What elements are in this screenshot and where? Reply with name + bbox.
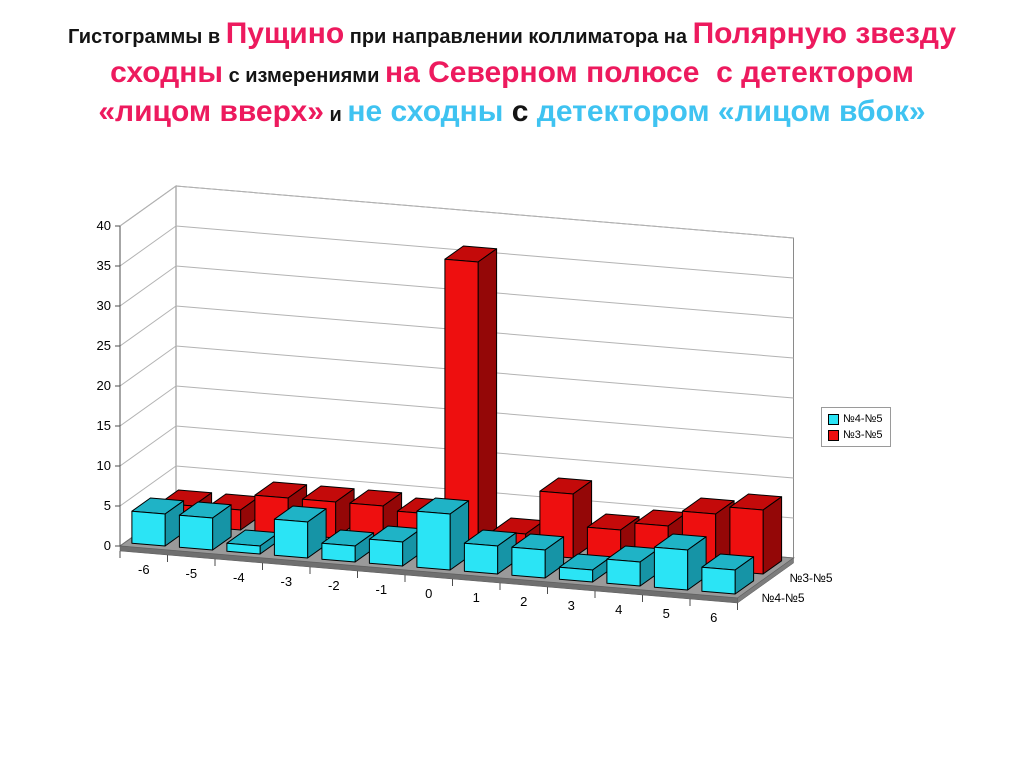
category-label: 1 (473, 590, 480, 605)
title-segment: Полярную звезду сходны (110, 17, 965, 89)
gridline (119, 465, 177, 507)
value-tick-label: 5 (104, 498, 111, 513)
bar (273, 505, 327, 559)
category-label: 4 (615, 602, 622, 617)
bar (463, 529, 517, 575)
value-tick-label: 15 (97, 418, 111, 433)
bar (368, 525, 422, 567)
category-label: -4 (233, 570, 245, 585)
title-segment: детектором «лицом вбок» (536, 95, 926, 128)
bar (178, 501, 232, 551)
category-label: 3 (568, 598, 575, 613)
value-tick-label: 20 (97, 378, 111, 393)
category-label: -2 (328, 578, 340, 593)
legend-item: №3-№5 (828, 429, 883, 441)
gridline (119, 225, 177, 267)
bar (416, 497, 470, 571)
title-segment: Гистограммы в (67, 26, 226, 48)
category-label: -3 (281, 574, 293, 589)
value-tick-label: 10 (97, 458, 111, 473)
title-segment: с измерениями (223, 65, 385, 87)
bar (131, 497, 185, 547)
legend-swatch (828, 429, 839, 441)
gridline (119, 185, 177, 227)
gridline (119, 425, 177, 467)
legend-item: №4-№5 (828, 413, 883, 425)
bar (701, 553, 755, 595)
gridline (119, 305, 177, 347)
bar (511, 533, 565, 579)
chart-legend: №4-№5 №3-№5 (821, 407, 891, 447)
title-segment: Пущино (225, 17, 345, 50)
category-label: 6 (710, 610, 717, 625)
series-axis-label: №3-№5 (790, 571, 833, 585)
gridline (119, 265, 177, 307)
series-axis-label: №4-№5 (762, 591, 805, 605)
title-segment: с (503, 95, 537, 128)
value-tick-label: 35 (97, 258, 111, 273)
value-tick-label: 25 (97, 338, 111, 353)
legend-label: №3-№5 (843, 429, 883, 441)
gridline (119, 345, 177, 387)
value-tick-label: 0 (104, 538, 111, 553)
floor-right-edge (737, 557, 794, 604)
category-label: -5 (186, 566, 198, 581)
title-segment: на Северном полюсе с детектором «лицом в… (98, 56, 923, 128)
slide-title: Гистограммы в Пущино при направлении кол… (60, 14, 964, 131)
value-tick-label: 30 (97, 298, 111, 313)
legend-swatch (828, 413, 839, 425)
legend-label: №4-№5 (843, 413, 883, 425)
bar (444, 245, 498, 551)
title-segment: при направлении коллиматора на (344, 26, 693, 48)
bar (653, 533, 707, 591)
value-tick-label: 40 (97, 218, 111, 233)
category-label: 5 (663, 606, 670, 621)
gridline (175, 185, 794, 239)
title-segment: не сходны (347, 95, 504, 128)
title-segment: и (323, 104, 348, 126)
gridline (119, 385, 177, 427)
category-label: -6 (138, 562, 150, 577)
category-label: 2 (520, 594, 527, 609)
category-label: 0 (425, 586, 432, 601)
category-label: -1 (376, 582, 388, 597)
